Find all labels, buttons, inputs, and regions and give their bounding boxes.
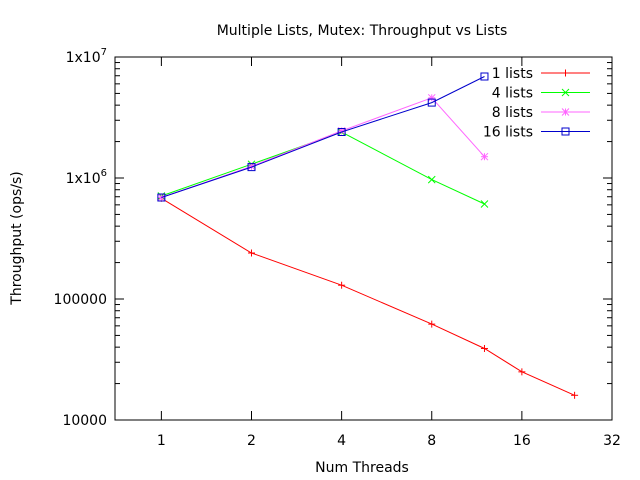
y-tick-label: 100000 [54, 292, 107, 308]
legend: 1 lists 4 lists 8 lists 16 lists [483, 66, 590, 141]
y-axis-ticks: 10000 100000 1x106 1x107 [54, 47, 612, 429]
plot-border [114, 56, 613, 421]
series-2 [157, 128, 489, 208]
data-point [480, 152, 489, 161]
legend-item: 4 lists [492, 86, 590, 102]
data-point [480, 200, 489, 208]
data-point [247, 163, 256, 172]
x-axis-ticks: 1 2 4 8 16 32 [157, 57, 621, 449]
data-point [157, 193, 166, 202]
data-point [480, 72, 489, 81]
data-point [427, 93, 436, 102]
y-tick-label: 1x107 [66, 47, 107, 66]
data-point [427, 98, 436, 107]
series-1 [157, 194, 579, 399]
data-point [157, 193, 166, 202]
data-point [338, 281, 346, 289]
data-point [571, 391, 579, 399]
legend-marker [561, 108, 570, 116]
legend-label: 1 lists [492, 66, 533, 82]
x-tick-label: 4 [337, 433, 346, 449]
data-point [480, 344, 488, 352]
x-tick-label: 1 [157, 433, 166, 449]
legend-item: 8 lists [492, 105, 590, 121]
x-axis-label: Num Threads [315, 460, 409, 476]
data-point [428, 320, 436, 328]
series-line [161, 97, 485, 198]
x-tick-label: 2 [247, 433, 256, 449]
y-tick-label: 1x106 [66, 168, 107, 187]
data-point [518, 368, 526, 376]
data-point [427, 175, 436, 184]
plot-area [114, 56, 613, 421]
legend-item: 16 lists [483, 125, 590, 141]
series-3 [157, 93, 489, 202]
x-tick-label: 32 [603, 433, 621, 449]
chart-title: Multiple Lists, Mutex: Throughput vs Lis… [217, 23, 508, 39]
series-line [161, 76, 485, 198]
legend-marker [561, 127, 570, 136]
legend-label: 8 lists [492, 105, 533, 121]
legend-label: 4 lists [492, 86, 533, 102]
series-layer [157, 72, 579, 399]
legend-marker [561, 88, 570, 97]
y-tick-label: 10000 [62, 413, 107, 429]
legend-label: 16 lists [483, 125, 533, 141]
series-line [161, 131, 485, 205]
legend-item: 1 lists [492, 66, 590, 82]
legend-marker [562, 69, 569, 77]
x-tick-label: 8 [427, 433, 436, 449]
y-axis-label: Throughput (ops/s) [9, 171, 25, 305]
data-point [337, 127, 346, 136]
series-4 [157, 72, 489, 202]
data-point [248, 249, 256, 257]
series-line [161, 197, 575, 396]
x-tick-label: 16 [513, 433, 531, 449]
